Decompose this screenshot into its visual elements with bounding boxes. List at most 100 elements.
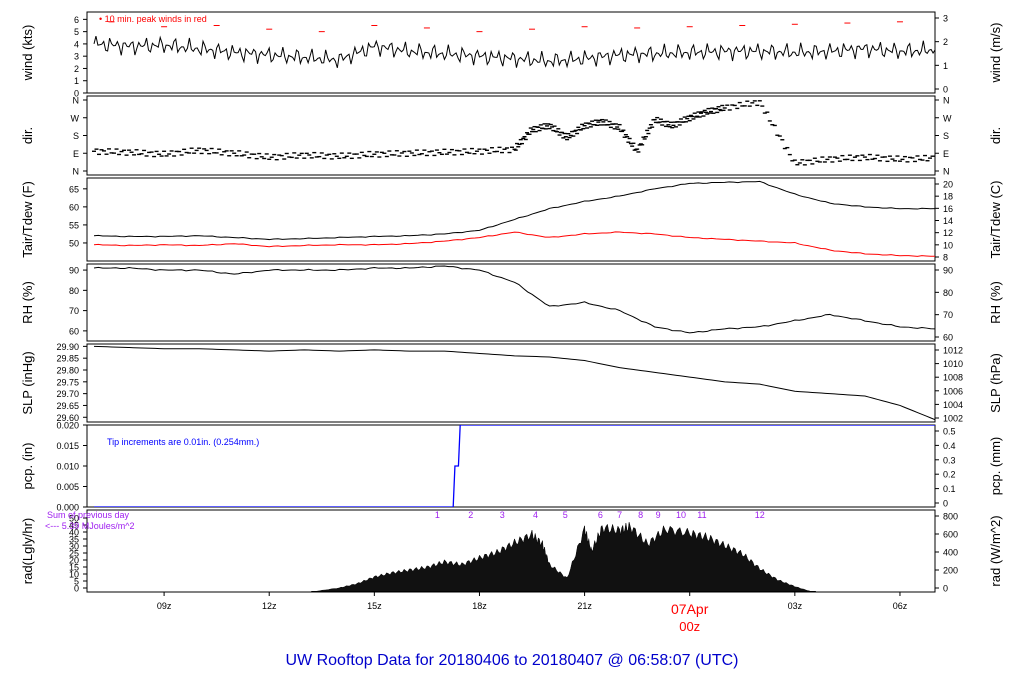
panel-frame [86, 343, 936, 423]
hour-label: 4 [533, 510, 538, 520]
tick-label-left: 90 [69, 266, 79, 276]
tick-label-left: 45 [69, 521, 79, 531]
tick-label-right: 800 [943, 512, 958, 522]
tick-label-right: 0.5 [943, 427, 956, 437]
tick-label-left: 0 [74, 89, 79, 99]
series-wind [93, 35, 935, 69]
ylabel-right: RH (%) [988, 281, 1003, 324]
series-group [93, 265, 935, 334]
panel-frame [86, 11, 936, 94]
ylabel-left: SLP (inHg) [20, 351, 35, 414]
tick-label-left: 20 [69, 556, 79, 566]
tick-label-left: 0.015 [56, 441, 79, 451]
tick-label-left: 80 [69, 286, 79, 296]
tick-label-left: 29.85 [56, 354, 79, 364]
series-group [94, 425, 935, 507]
tick-label-right: 1002 [943, 414, 963, 424]
panel-pcp: pcp. (in) pcp. (mm) 0.000 0.005 0.010 0.015 0.… [20, 421, 1003, 513]
tick-label-left: N [73, 96, 80, 106]
panel-temp: Tair/Tdew (F) Tair/Tdew (C) 50 55 60 65 8 10 12 1… [20, 177, 1003, 263]
ylabel-right: SLP (hPa) [988, 353, 1003, 413]
tick-label-right: 16 [943, 204, 953, 214]
rad-annotation-1: Sum of previous day [47, 510, 130, 520]
tick-label-left: 5 [74, 577, 79, 587]
hour-label: 5 [563, 510, 568, 520]
series-pcp [94, 425, 935, 507]
ylabel-left: rad(Lgly/hr) [20, 518, 35, 584]
hour-label: 12 [755, 510, 765, 520]
tick-label-left: 4 [74, 39, 79, 49]
panel-rad: rad(Lgly/hr) rad (W/m^2)05101520253035404… [20, 509, 1003, 594]
tick-label-left: N [73, 167, 80, 177]
tick-label-right: 20 [943, 180, 953, 190]
tick-label-right: 400 [943, 548, 958, 558]
hour-label: 9 [656, 510, 661, 520]
tick-label-right: 1010 [943, 359, 963, 369]
tick-label-right: 1006 [943, 386, 963, 396]
ylabel-left: dir. [20, 127, 35, 144]
panel-wind: wind (kts) wind (m/s) 0 1 2 3 4 5 6 0 1 2 3 • 10 min.… [20, 11, 1003, 99]
ylabel-right: Tair/Tdew (C) [988, 180, 1003, 258]
tick-label-left: 50 [69, 238, 79, 248]
tick-label-left: 3 [74, 52, 79, 62]
tick-label-right: 0.2 [943, 470, 956, 480]
tick-label-right: 3 [943, 14, 948, 24]
panel-frame [86, 95, 936, 176]
tick-label-left: E [73, 149, 79, 159]
x-tick-label: 21z [577, 601, 592, 611]
tick-label-left: 0.010 [56, 462, 79, 472]
tick-label-right: 1004 [943, 400, 963, 410]
tick-label-left: 0.005 [56, 482, 79, 492]
tick-label-right: S [943, 131, 949, 141]
tick-label-right: 12 [943, 228, 953, 238]
tick-label-left: 65 [69, 184, 79, 194]
tick-label-left: 40 [69, 528, 79, 538]
tick-label-right: 10 [943, 240, 953, 250]
rad-annotation-2: <--- 5.39 MJoules/m^2 [45, 521, 135, 531]
tick-label-right: 2 [943, 37, 948, 47]
tick-label-right: 200 [943, 566, 958, 576]
tick-label-left: 2 [74, 64, 79, 74]
tick-label-left: W [71, 113, 80, 123]
tick-label-right: 8 [943, 253, 948, 263]
tick-label-left: 29.60 [56, 413, 79, 423]
panel-frame [86, 263, 936, 342]
series-group [93, 345, 935, 421]
series-group [93, 180, 935, 257]
ylabel-right: rad (W/m^2) [988, 515, 1003, 586]
tick-label-right: E [943, 149, 949, 159]
series-radiation [311, 522, 813, 592]
tick-label-right: N [943, 96, 950, 106]
tick-label-left: 0 [74, 584, 79, 594]
hour-label: 8 [638, 510, 643, 520]
x-tick-label: 06z [893, 601, 908, 611]
tick-label-right: 90 [943, 266, 953, 276]
series-tdew [93, 231, 935, 257]
tick-label-left: 35 [69, 535, 79, 545]
tick-label-left: 25 [69, 549, 79, 559]
tick-label-right: 0.4 [943, 441, 956, 451]
footer-title: UW Rooftop Data for 20180406 to 20180407… [285, 652, 738, 669]
wind-annotation: • 10 min. peak winds in red [99, 14, 207, 24]
tick-label-left: 1 [74, 76, 79, 86]
tick-label-left: 29.65 [56, 401, 79, 411]
tick-label-left: 29.70 [56, 389, 79, 399]
tick-label-right: 70 [943, 310, 953, 320]
pcp-annotation: Tip increments are 0.01in. (0.254mm.) [107, 437, 259, 447]
series-group [93, 21, 935, 69]
tick-label-right: 18 [943, 192, 953, 202]
ylabel-left: Tair/Tdew (F) [20, 181, 35, 258]
hour-label: 3 [500, 510, 505, 520]
date-label: 07Apr [671, 601, 709, 617]
tick-label-right: 0 [943, 85, 948, 95]
tick-label-left: 60 [69, 202, 79, 212]
panel-rh: RH (%) RH (%) 60 70 80 90 60 70 80 90 [20, 263, 1003, 343]
ylabel-left: wind (kts) [20, 25, 35, 82]
tick-label-right: 600 [943, 530, 958, 540]
tick-label-right: 60 [943, 333, 953, 343]
tick-label-right: 1 [943, 61, 948, 71]
tick-label-left: 0.000 [56, 503, 79, 513]
tick-label-right: 0 [943, 499, 948, 509]
